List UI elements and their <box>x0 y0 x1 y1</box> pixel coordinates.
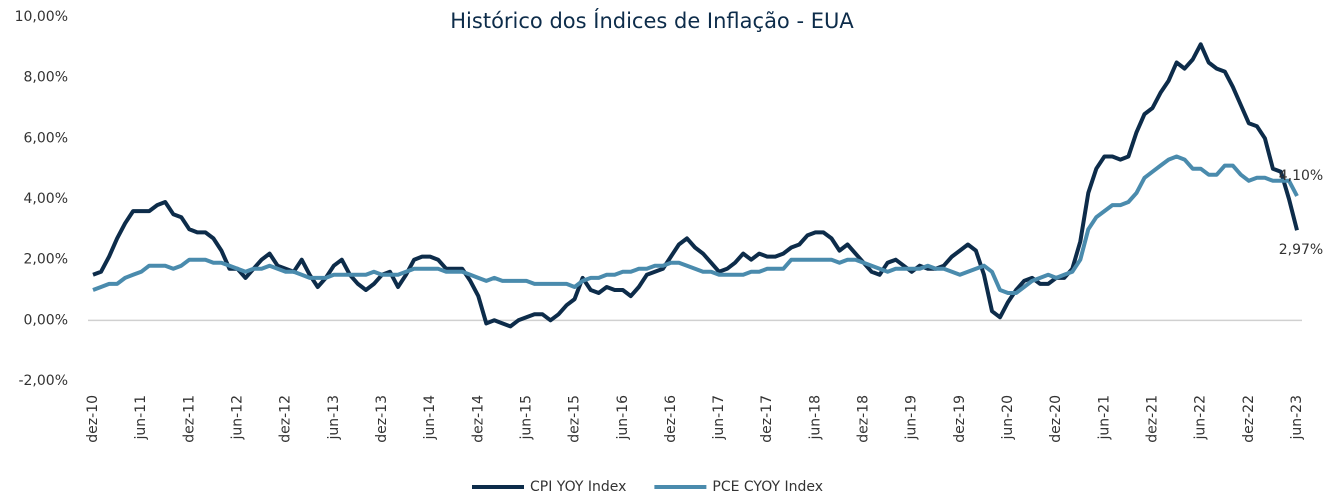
legend-label: PCE CYOY Index <box>712 479 823 495</box>
series-line <box>92 154 1299 295</box>
y-tick-label: 4,00% <box>24 191 68 207</box>
x-tick-label: dez-19 <box>952 395 968 443</box>
x-tick-label: dez-12 <box>278 395 294 443</box>
x-tick-label: jun-18 <box>807 395 823 441</box>
x-tick-label: dez-21 <box>1145 395 1161 443</box>
x-tick-label: dez-10 <box>85 395 101 443</box>
chart-title: Histórico dos Índices de Inflação - EUA <box>450 8 854 33</box>
x-tick-label: dez-14 <box>470 395 486 443</box>
x-tick-label: jun-21 <box>1096 395 1112 441</box>
x-tick-label: jun-20 <box>1000 395 1016 441</box>
y-tick-label: 6,00% <box>24 130 68 146</box>
x-tick-label: jun-17 <box>711 395 727 441</box>
x-tick-label: jun-11 <box>133 395 149 441</box>
x-tick-label: jun-14 <box>422 395 438 441</box>
x-tick-label: dez-11 <box>181 395 197 443</box>
y-tick-label: -2,00% <box>18 373 68 389</box>
y-tick-label: 2,00% <box>24 252 68 268</box>
x-tick-label: jun-16 <box>615 395 631 441</box>
x-tick-label: dez-17 <box>759 395 775 443</box>
y-tick-label: 8,00% <box>24 70 68 86</box>
legend-label: CPI YOY Index <box>530 479 626 495</box>
x-tick-label: jun-22 <box>1193 395 1209 441</box>
series-line <box>92 42 1299 329</box>
end-label: 4,10% <box>1279 168 1323 184</box>
x-tick-label: dez-22 <box>1241 395 1257 443</box>
x-tick-label: jun-19 <box>904 395 920 441</box>
x-tick-label: dez-15 <box>567 395 583 443</box>
x-tick-label: jun-13 <box>326 395 342 441</box>
end-label: 2,97% <box>1279 242 1323 258</box>
x-tick-label: jun-15 <box>518 395 534 441</box>
x-tick-label: dez-18 <box>856 395 872 443</box>
y-tick-label: 0,00% <box>24 312 68 328</box>
x-tick-label: jun-12 <box>229 395 245 441</box>
x-tick-label: jun-23 <box>1289 395 1305 441</box>
x-tick-label: dez-16 <box>663 395 679 443</box>
y-tick-label: 10,00% <box>15 9 68 25</box>
x-tick-label: dez-20 <box>1048 395 1064 443</box>
x-tick-label: dez-13 <box>374 395 390 443</box>
